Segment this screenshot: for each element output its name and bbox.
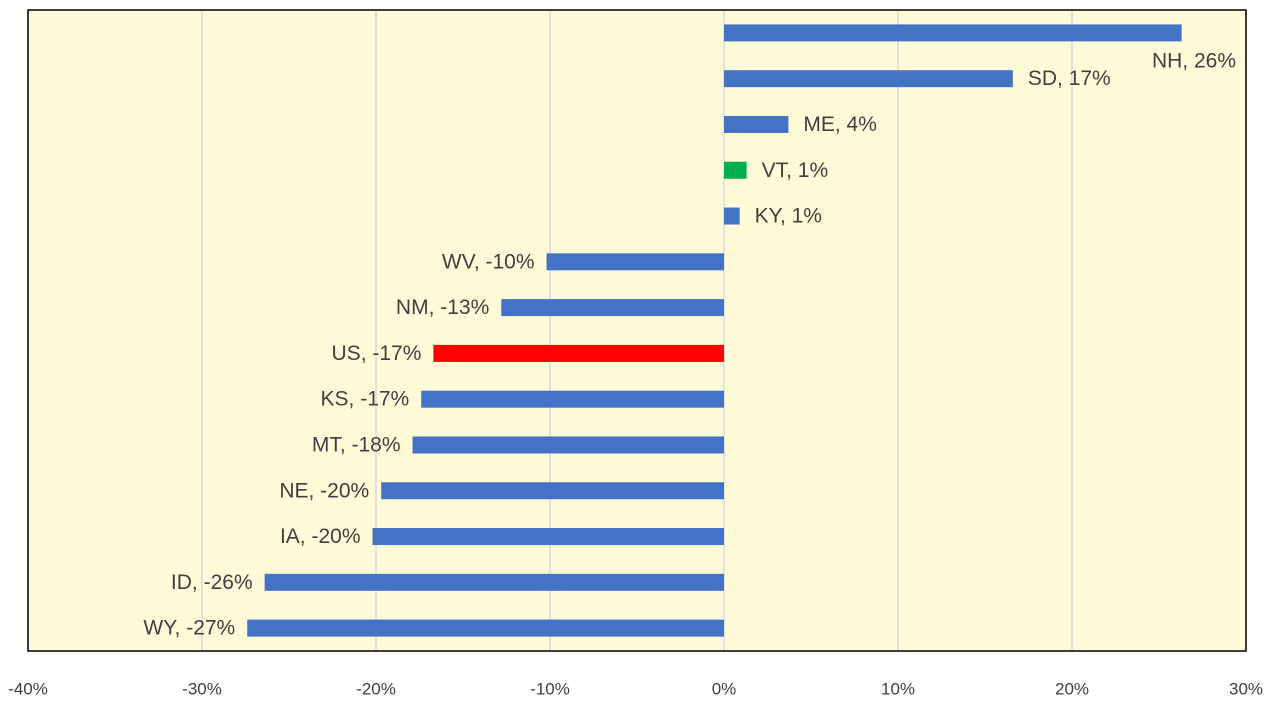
bar [372,528,724,546]
x-tick-label: -20% [356,679,396,698]
plot-border [27,9,1247,652]
data-label: ME, 4% [803,113,877,136]
data-label: VT, 1% [762,159,829,182]
bar [724,207,740,225]
x-tick-label: 30% [1229,679,1263,698]
data-label: KS, -17% [321,388,410,411]
data-label: ID, -26% [171,571,253,594]
bar [381,482,724,500]
bar [264,573,724,591]
bar [247,619,725,637]
bar [724,115,789,133]
data-label: SD, 17% [1028,67,1111,90]
bar [412,436,724,454]
x-tick-label: 20% [1055,679,1089,698]
x-tick-label: -10% [530,679,570,698]
data-label: US, -17% [332,342,422,365]
data-label: WV, -10% [442,250,535,273]
bar [724,24,1182,42]
x-tick-label: 10% [881,679,915,698]
data-label: WY, -27% [143,617,235,640]
x-tick-label: 0% [712,679,737,698]
plot-area [28,10,1246,651]
bar [433,344,724,362]
data-label: KY, 1% [755,205,822,228]
data-label: MT, -18% [312,434,401,457]
bar [724,70,1013,88]
bar [421,390,724,408]
bar [724,161,747,179]
bar [546,253,724,271]
data-label: NM, -13% [396,296,489,319]
x-tick-label: -30% [182,679,222,698]
x-tick-label: -40% [8,679,48,698]
bar [501,299,724,317]
data-label: NE, -20% [279,479,369,502]
data-label: IA, -20% [280,525,361,548]
data-label: NH, 26% [1152,49,1236,72]
